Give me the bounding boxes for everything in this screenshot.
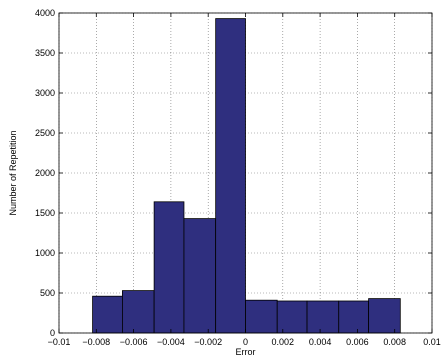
x-tick-label: −0.004 [157,337,185,347]
bars [92,18,401,334]
x-tick-label: −0.002 [194,337,222,347]
x-tick-label: 0.008 [383,337,406,347]
x-tick-label: −0.006 [120,337,148,347]
y-tick-label: 3000 [35,88,55,98]
histogram-bar [338,300,369,334]
y-tick-label: 0 [50,328,55,338]
y-tick-label: 4000 [35,8,55,18]
y-tick-label: 1000 [35,248,55,258]
x-axis-label: Error [236,347,256,357]
x-tick-label: 0.01 [423,337,441,347]
histogram-bar [215,18,246,334]
histogram-bar [122,290,155,334]
histogram-bar [368,298,401,334]
y-axis-label: Number of Repetition [8,130,18,215]
histogram-bar [153,201,185,334]
histogram-bar [183,218,217,334]
histogram-bar [306,300,340,334]
histogram-bar [92,295,123,334]
y-tick-label: 2500 [35,128,55,138]
x-tick-label: −0.01 [48,337,71,347]
histogram-bar [245,299,278,334]
x-tick-label: 0 [243,337,248,347]
x-tick-label: 0.002 [272,337,295,347]
x-tick-label: 0.004 [309,337,332,347]
y-tick-label: 3500 [35,48,55,58]
x-tick-labels: −0.01 −0.008 −0.006 −0.004 −0.002 0 0.002 0.004… [48,337,441,347]
x-tick-label: −0.008 [82,337,110,347]
histogram-bar [276,300,308,334]
x-tick-label: 0.006 [346,337,369,347]
axis-ticks [58,12,433,334]
y-tick-label: 2000 [35,168,55,178]
y-tick-label: 1500 [35,208,55,218]
y-tick-labels: 0 500 1000 1500 2000 2500 3000 3500 4000 [35,8,55,338]
y-tick-label: 500 [40,288,55,298]
